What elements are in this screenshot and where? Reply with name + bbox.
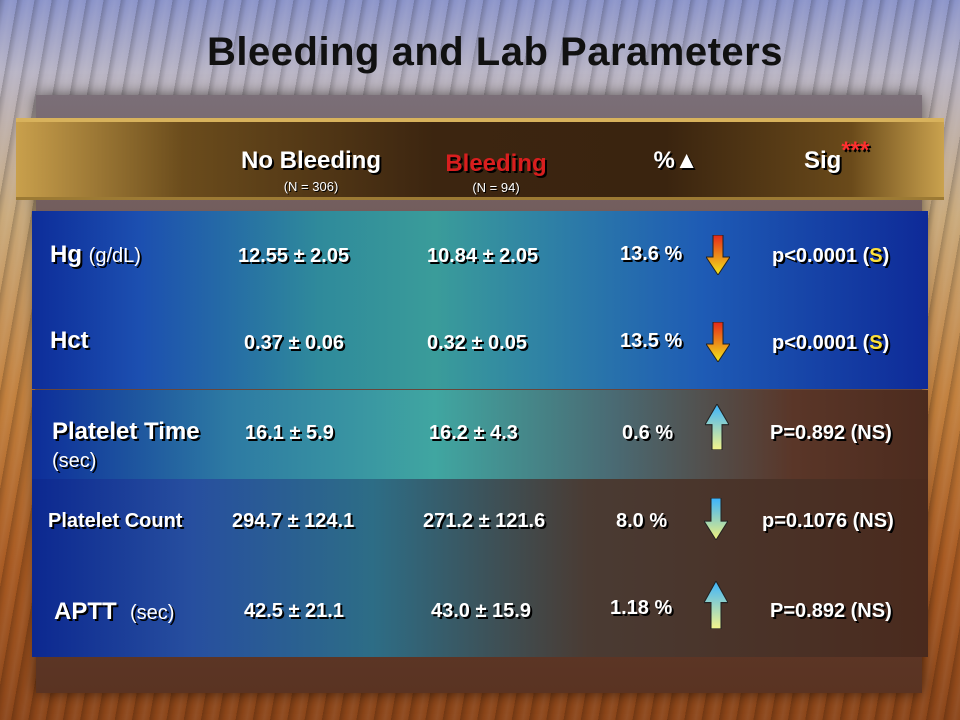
percent-change: 13.5 % (620, 330, 683, 352)
no-bleeding-value: 16.1 ± 5.9 (245, 422, 334, 444)
header-percent: %▲ (636, 147, 716, 175)
table-row-platelet-count: Platelet Count 294.7 ± 124.1 271.2 ± 121… (32, 479, 928, 568)
row-label: Hct (50, 327, 89, 355)
row-label-name: Platelet Count (48, 510, 183, 532)
row-label: Platelet Time (sec) (52, 418, 200, 475)
sig-suffix: ) (882, 332, 890, 354)
header-bleeding-label: Bleeding (445, 150, 547, 177)
bleeding-value: 43.0 ± 15.9 (431, 600, 531, 622)
table-row-hg: Hg (g/dL) 12.55 ± 2.05 10.84 ± 2.05 13.6… (32, 211, 928, 300)
significance-value: p<0.0001 (S) (772, 245, 889, 268)
bleeding-value: 0.32 ± 0.05 (427, 332, 527, 354)
no-bleeding-value: 42.5 ± 21.1 (244, 600, 344, 622)
arrow-up-icon (704, 581, 728, 629)
header-sig: Sig*** (804, 137, 924, 175)
sig-mark: S (869, 332, 883, 354)
arrow-down-icon (706, 322, 730, 362)
header-bleeding: Bleeding (N = 94) (416, 150, 576, 195)
significance-value: p=0.1076 (NS) (762, 510, 894, 532)
header-no-bleeding-label: No Bleeding (240, 147, 381, 174)
arrow-down-icon (706, 235, 730, 275)
table-row-hct: Hct 0.37 ± 0.06 0.32 ± 0.05 13.5 % p<0.0… (32, 300, 928, 389)
table-row-platelet-time: Platelet Time (sec) 16.1 ± 5.9 16.2 ± 4.3… (32, 390, 928, 479)
percent-change: 0.6 % (622, 422, 674, 444)
sig-suffix: ) (882, 245, 890, 267)
row-label: Hg (g/dL) (50, 241, 141, 269)
table-header: No Bleeding (N = 306) Bleeding (N = 94) … (16, 118, 944, 200)
row-label: Platelet Count (48, 510, 182, 533)
bleeding-value: 10.84 ± 2.05 (427, 245, 539, 267)
row-label: APTT (sec) (54, 598, 174, 626)
arrow-up-icon (705, 404, 729, 450)
row-label-name: Hg (50, 241, 82, 268)
header-no-bleeding-n: (N = 306) (283, 179, 339, 194)
percent-change: 8.0 % (616, 510, 668, 532)
row-label-name: APTT (54, 598, 117, 625)
significance-value: P=0.892 (NS) (770, 600, 892, 622)
row-label-unit: (g/dL) (88, 245, 141, 267)
no-bleeding-value: 0.37 ± 0.06 (244, 332, 344, 354)
significance-value: p<0.0001 (S) (772, 332, 889, 355)
no-bleeding-value: 294.7 ± 124.1 (232, 510, 355, 532)
bleeding-value: 271.2 ± 121.6 (423, 510, 546, 532)
sig-prefix: p<0.0001 ( (772, 332, 870, 354)
row-label-unit: (sec) (130, 602, 175, 624)
significance-value: P=0.892 (NS) (770, 422, 892, 444)
header-sig-superscript: *** (841, 137, 870, 164)
row-label-name: Hct (50, 327, 89, 354)
sig-mark: S (869, 245, 883, 267)
header-bleeding-n: (N = 94) (472, 180, 520, 195)
row-label-unit: (sec) (52, 450, 97, 472)
header-sig-label: Sig (804, 147, 842, 174)
percent-change: 13.6 % (620, 243, 683, 265)
table-row-aptt: APTT (sec) 42.5 ± 21.1 43.0 ± 15.9 1.18 … (32, 568, 928, 657)
sig-prefix: p<0.0001 ( (772, 245, 870, 267)
row-label-name: Platelet Time (52, 418, 200, 445)
bleeding-value: 16.2 ± 4.3 (429, 422, 518, 444)
header-no-bleeding: No Bleeding (N = 306) (211, 147, 411, 194)
slide-title: Bleeding and Lab Parameters (207, 30, 783, 74)
percent-change: 1.18 % (610, 597, 673, 619)
arrow-down-icon (704, 498, 728, 540)
header-percent-label: %▲ (653, 147, 699, 174)
no-bleeding-value: 12.55 ± 2.05 (238, 245, 350, 267)
